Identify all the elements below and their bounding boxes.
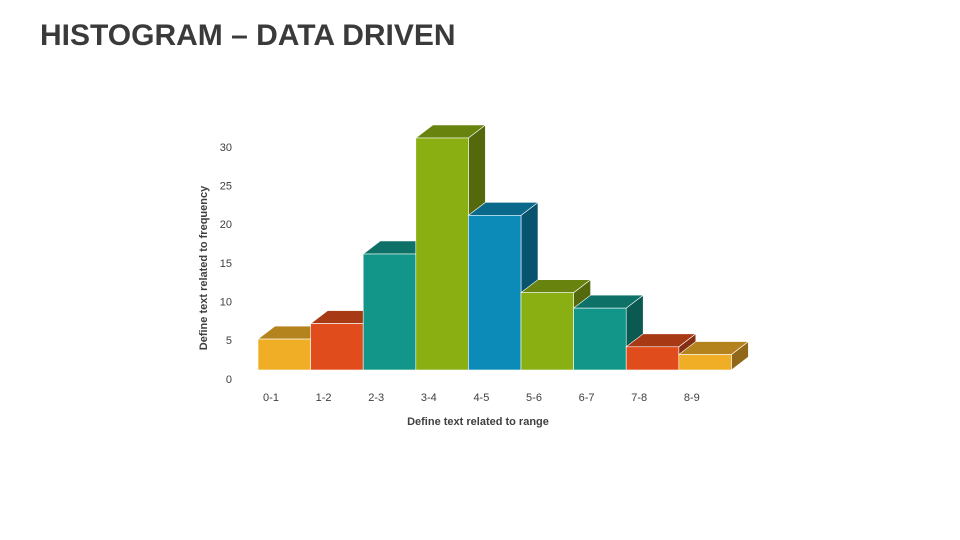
y-tick-label: 0 <box>226 374 232 386</box>
bar <box>625 346 680 371</box>
x-tick-label: 7-8 <box>631 392 647 404</box>
bar <box>678 354 732 371</box>
bar <box>520 292 574 371</box>
bar <box>468 215 522 371</box>
x-tick-label: 4-5 <box>473 392 489 404</box>
y-tick-label: 10 <box>220 297 232 309</box>
slide-title: HISTOGRAM – DATA DRIVEN <box>40 19 456 52</box>
bar <box>415 137 469 371</box>
x-tick-label: 6-7 <box>579 392 595 404</box>
x-tick-label: 1-2 <box>316 392 332 404</box>
x-tick-label: 2-3 <box>368 392 384 404</box>
x-tick-label: 0-1 <box>263 392 279 404</box>
y-tick-label: 5 <box>226 335 232 347</box>
bar <box>573 307 627 371</box>
x-tick-label: 3-4 <box>421 392 437 404</box>
x-axis-title: Define text related to range <box>407 416 549 428</box>
y-tick-label: 15 <box>220 258 232 270</box>
x-tick-label: 5-6 <box>526 392 542 404</box>
y-tick-label: 20 <box>220 219 232 231</box>
bar <box>257 338 311 371</box>
y-axis-title: Define text related to frequency <box>198 185 210 350</box>
y-tick-label: 25 <box>220 181 232 193</box>
y-tick-label: 30 <box>220 142 232 154</box>
x-tick-label: 8-9 <box>684 392 700 404</box>
bar <box>310 323 364 371</box>
bar <box>362 253 417 371</box>
